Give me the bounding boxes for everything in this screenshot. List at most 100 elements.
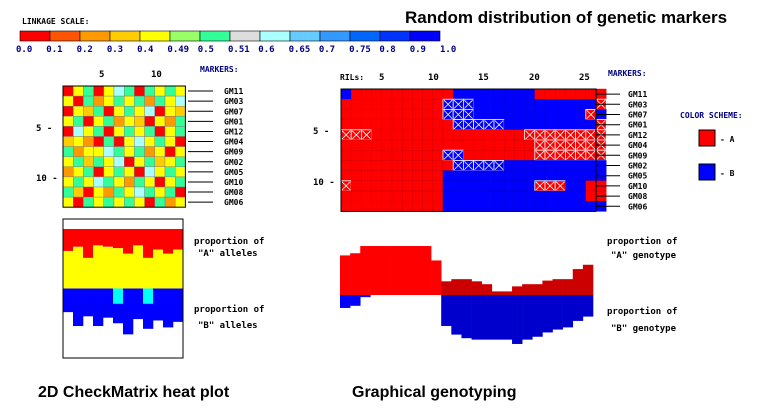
color-scheme-label: COLOR SCHEME: <box>680 111 743 120</box>
allele-mixed-bar <box>153 249 164 289</box>
checkmatrix-cell <box>123 146 135 157</box>
genotype-cross <box>576 140 586 150</box>
genotype-cell <box>514 88 525 100</box>
genotype-cross <box>443 110 453 119</box>
checkmatrix-cell <box>72 196 84 208</box>
genotype-cell <box>575 88 586 100</box>
genotype-a-bar <box>582 264 594 295</box>
genotype-b-bar <box>572 295 584 321</box>
genotype-cell <box>504 180 515 192</box>
genotype-cell <box>422 149 434 161</box>
genotype-cell <box>432 170 444 182</box>
genotype-b-bar <box>522 295 533 340</box>
linkage-scale-swatch <box>19 30 51 42</box>
genotype-b-bar <box>451 295 462 335</box>
genotype-cell <box>351 98 362 110</box>
checkmatrix-cell <box>72 176 84 188</box>
linkage-scale-swatch <box>79 30 111 42</box>
checkmatrix-cell <box>72 156 84 167</box>
checkmatrix-cell <box>123 116 135 127</box>
genotype-grid-border <box>340 88 597 212</box>
genotyping-top-tick: 15 <box>478 73 489 83</box>
genotype-cell <box>575 180 586 192</box>
genotyping-top-tick: 25 <box>579 73 590 83</box>
checkmatrix-cell <box>144 156 156 167</box>
checkmatrix-cell <box>103 116 115 127</box>
allele-mixed-bar <box>113 248 124 289</box>
genotype-cell <box>391 149 403 161</box>
genotype-cell <box>453 129 464 141</box>
genotype-cross <box>453 120 463 130</box>
genotype-cell <box>524 200 535 212</box>
checkmatrix-cell <box>164 136 176 147</box>
genotype-cross <box>525 130 535 140</box>
genotype-cell <box>391 200 403 212</box>
checkmatrix-cell <box>174 136 186 147</box>
checkmatrix-cell <box>113 136 125 147</box>
allele-b-bar <box>83 288 94 317</box>
genotype-cell <box>463 200 474 212</box>
checkmatrix-cell <box>144 166 156 178</box>
genotype-cell <box>340 98 352 110</box>
genotype-cell <box>483 190 495 202</box>
allele-b-bar <box>63 288 74 313</box>
genotype-b-bar <box>562 295 574 328</box>
allele-mixed-bar <box>63 250 74 289</box>
allele-a-bar <box>133 229 144 246</box>
allele-a-bar <box>113 229 124 249</box>
checkmatrix-cell <box>123 196 135 208</box>
genotype-cell <box>391 180 403 192</box>
checkmatrix-cell <box>123 186 135 198</box>
genotype-cell <box>351 200 362 212</box>
genotype-cell <box>361 109 372 120</box>
genotype-a-bar <box>532 284 543 295</box>
checkmatrix-cell <box>113 156 125 167</box>
genotype-cell <box>442 200 454 212</box>
genotype-cell <box>391 190 403 202</box>
genotype-a-bar <box>552 279 563 295</box>
genotype-cell <box>422 180 434 192</box>
genotype-cell <box>555 200 566 212</box>
genotype-a-bar <box>501 291 513 295</box>
checkmatrix-cell <box>72 126 84 137</box>
genotype-cell <box>555 160 566 171</box>
checkmatrix-left-ticks: 5 - 10 - <box>36 124 58 184</box>
legend-a-label: - A <box>720 135 735 144</box>
checkmatrix-cell <box>134 105 145 117</box>
genotyping-top-tick: 20 <box>529 73 540 83</box>
linkage-scale-swatch <box>379 30 411 42</box>
genotype-cross <box>545 181 555 191</box>
genotype-cell <box>412 190 423 202</box>
genotype-cell <box>463 149 474 161</box>
genotype-b-bar <box>512 295 523 344</box>
checkmatrix-cell <box>154 105 166 117</box>
genotype-a-bar <box>481 284 493 295</box>
checkmatrix-cell <box>62 105 74 117</box>
genotype-cell <box>422 109 434 120</box>
genotype-cell <box>340 109 352 120</box>
genotype-b-bar <box>471 295 482 340</box>
genotype-cell <box>504 160 515 171</box>
genotype-cell <box>453 139 464 151</box>
genotype-cell <box>402 129 413 141</box>
genotype-cell <box>524 149 535 161</box>
genotype-cell <box>473 109 485 120</box>
genotype-cell <box>361 160 372 171</box>
genotype-cell <box>412 200 423 212</box>
genotyping-top-tick: 10 <box>428 73 439 83</box>
genotype-cell <box>493 129 505 141</box>
checkmatrix-cell <box>134 176 145 188</box>
checkmatrix-cell <box>83 196 94 208</box>
checkmatrix-cell <box>62 186 74 198</box>
genotype-cell <box>565 88 576 100</box>
genotype-b-bar <box>360 295 371 298</box>
genotype-cell <box>524 190 535 202</box>
checkmatrix-cell <box>154 176 166 188</box>
genotyping-top-ticks: 5 10 15 20 25 <box>379 73 590 83</box>
genotype-cell <box>493 149 505 161</box>
genotype-cell <box>371 160 383 171</box>
rils-label: RILs: <box>340 73 364 82</box>
genotype-cell <box>381 119 393 130</box>
linkage-scale-swatch <box>169 30 201 42</box>
